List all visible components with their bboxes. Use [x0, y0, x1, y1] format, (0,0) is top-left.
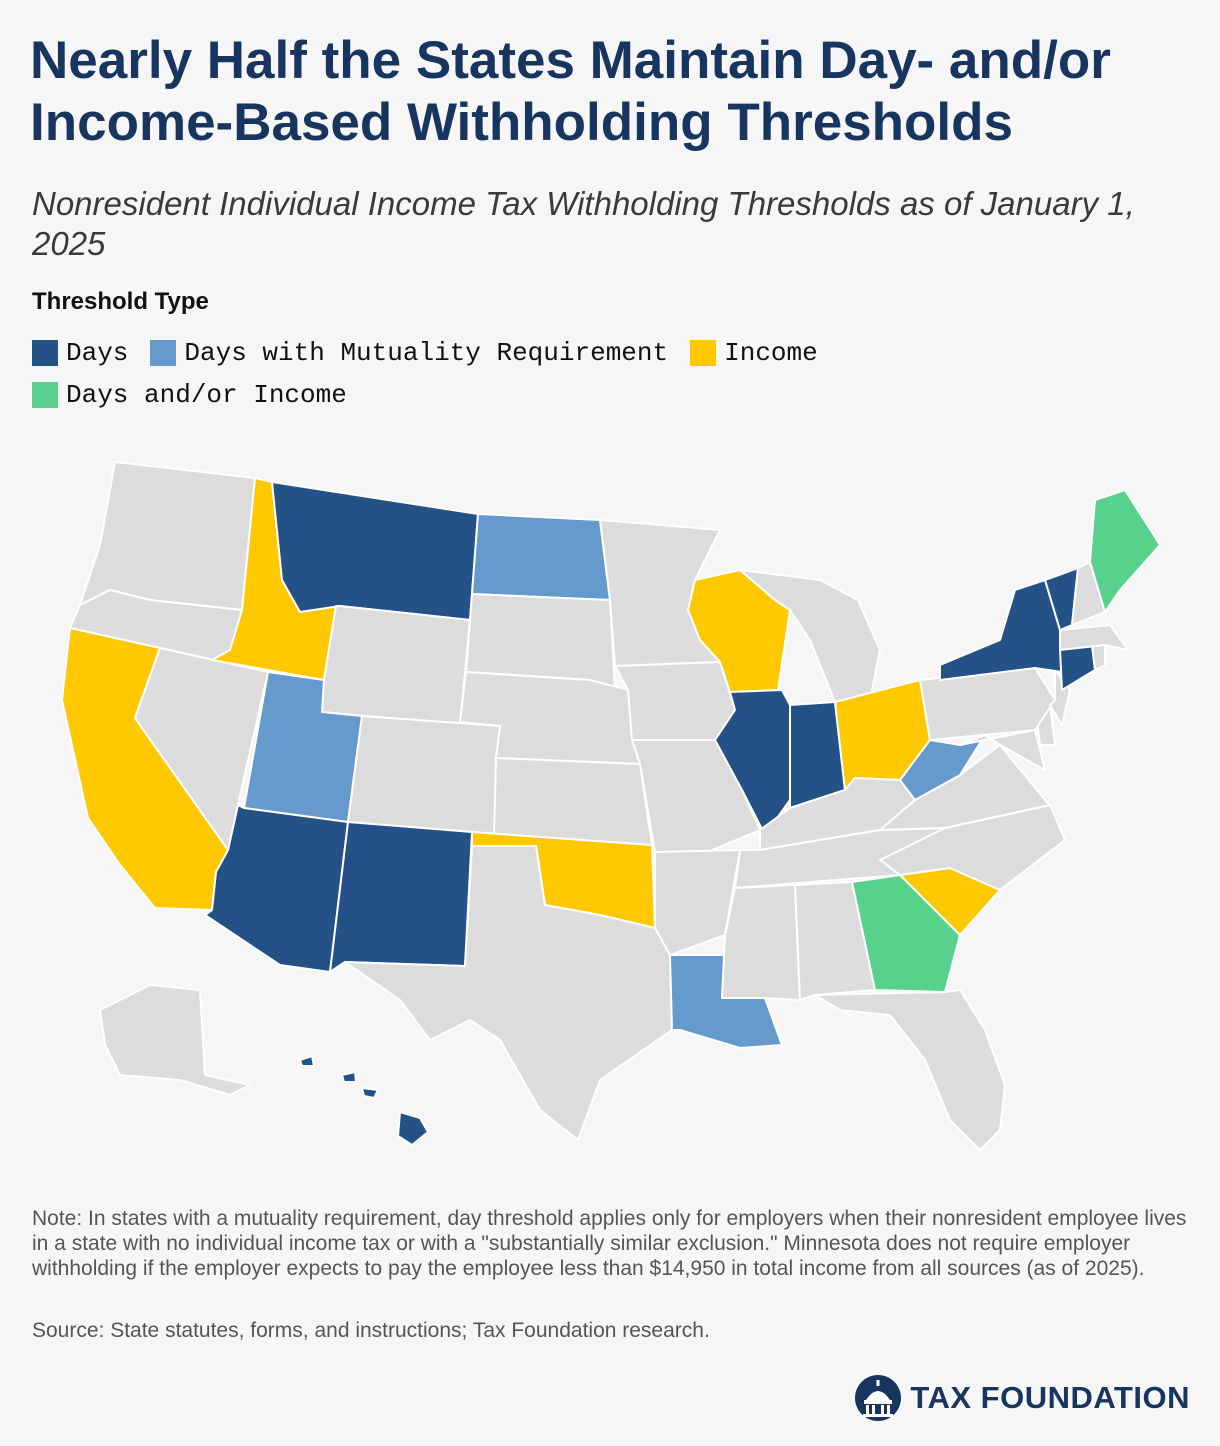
- state-MA: [1059, 624, 1129, 651]
- state-NM: [329, 821, 473, 973]
- legend: Days Days with Mutuality Requirement Inc…: [32, 332, 1132, 416]
- state-ND: [471, 513, 611, 601]
- state-IA: [614, 661, 736, 741]
- state-AL: [794, 881, 876, 1001]
- legend-label-both: Days and/or Income: [66, 380, 347, 410]
- legend-swatch-both: [32, 382, 58, 408]
- state-AR: [654, 849, 741, 956]
- state-KS: [493, 757, 653, 846]
- chart-subtitle: Nonresident Individual Income Tax Withho…: [32, 185, 1135, 262]
- state-WY: [321, 605, 471, 726]
- state-CT: [1059, 644, 1096, 691]
- legend-swatch-mutuality: [150, 340, 177, 366]
- us-map-svg: [61, 461, 1161, 1151]
- state-NY: [939, 579, 1063, 681]
- brand-name: TAX FOUNDATION: [910, 1380, 1190, 1415]
- legend-label-days: Days: [66, 338, 129, 368]
- state-MS: [721, 884, 801, 1001]
- state-TX: [344, 845, 673, 1141]
- brand-logo: TAX FOUNDATION: [854, 1374, 1190, 1422]
- state-CO: [347, 715, 501, 839]
- state-GA: [851, 874, 961, 993]
- state-RI: [1091, 644, 1106, 671]
- us-map: [0, 430, 1220, 1190]
- state-MD: [959, 729, 1046, 771]
- legend-label-mutuality: Days with Mutuality Requirement: [184, 338, 669, 368]
- source-line: Source: State statutes, forms, and instr…: [32, 1319, 710, 1342]
- legend-item-mutuality: Days with Mutuality Requirement: [150, 338, 668, 368]
- state-MT: [271, 481, 479, 621]
- legend-item-income: Income: [690, 338, 818, 368]
- state-WA: [79, 461, 256, 611]
- legend-item-both: Days and/or Income: [32, 380, 347, 410]
- state-FL: [814, 989, 1006, 1151]
- footnote: Note: In states with a mutuality require…: [32, 1207, 1187, 1280]
- capitol-dome-icon: [855, 1375, 902, 1421]
- legend-label-income: Income: [724, 338, 818, 368]
- legend-swatch-days: [32, 340, 58, 366]
- state-ME: [1089, 489, 1161, 613]
- chart-title: Nearly Half the States Maintain Day- and…: [30, 31, 1111, 152]
- legend-item-days: Days: [32, 338, 128, 368]
- state-HI: [299, 1055, 429, 1146]
- state-AK: [99, 984, 251, 1096]
- legend-swatch-income: [690, 340, 717, 366]
- legend-heading: Threshold Type: [32, 288, 209, 315]
